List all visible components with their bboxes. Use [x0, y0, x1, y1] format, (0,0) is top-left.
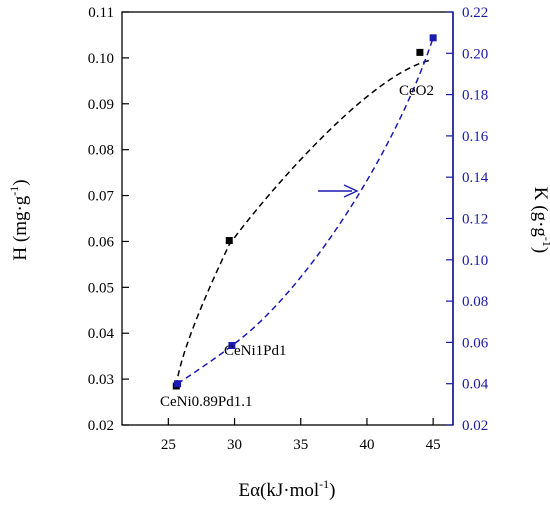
x-tick-label-2: 35 [293, 437, 308, 453]
right-tick-label-5: 0.12 [462, 212, 488, 228]
k-series-dashed-curve [177, 37, 434, 385]
x-tick-label-1: 30 [227, 437, 242, 453]
annotation-ceni089pd11: CeNi0.89Pd1.1 [160, 394, 253, 410]
right-tick-label-3: 0.08 [462, 294, 488, 310]
x-tick-label-3: 40 [359, 437, 374, 453]
x-axis-title-sup: -1 [319, 477, 329, 491]
right-axis-ticks: 0.02 0.04 0.06 0.08 0.10 0.12 0.14 0.16 0.18 0.20… [446, 5, 489, 434]
right-axis-title-sup: -1 [540, 237, 550, 247]
h-point-1 [225, 237, 233, 245]
left-tick-label-3: 0.05 [88, 280, 114, 296]
left-tick-label-8: 0.10 [88, 51, 114, 67]
h-series-dashed-curve [175, 59, 431, 387]
x-axis-title-main: Eα(kJ·mol [239, 480, 320, 501]
right-tick-label-0: 0.02 [462, 418, 488, 434]
left-tick-label-7: 0.09 [88, 97, 114, 113]
right-tick-label-10: 0.22 [462, 5, 488, 21]
x-tick-label-4: 45 [426, 437, 441, 453]
left-tick-label-9: 0.11 [88, 5, 114, 21]
plot-frame [121, 11, 454, 426]
annotation-ceni1pd1: CeNi1Pd1 [224, 343, 287, 359]
x-axis-title-end: ) [329, 480, 335, 501]
left-axis-title: H (mg·g-1) [7, 179, 31, 260]
left-tick-label-4: 0.06 [88, 234, 115, 250]
left-axis-ticks: 0.02 0.03 0.04 0.05 0.06 0.07 0.08 0.09 0.10 0.11 [88, 5, 129, 434]
right-tick-label-8: 0.18 [462, 88, 488, 104]
right-axis-title-end: ) [530, 247, 550, 253]
k-point-1 [228, 341, 236, 349]
right-tick-label-6: 0.14 [462, 170, 489, 186]
left-tick-label-0: 0.02 [88, 418, 114, 434]
h-point-2 [416, 48, 424, 56]
right-axis-title: K (g·g-1) [530, 187, 550, 253]
x-axis-title: Eα(kJ·mol-1) [239, 477, 336, 501]
left-tick-label-6: 0.08 [88, 143, 114, 159]
x-tick-label-0: 25 [161, 437, 176, 453]
k-point-0 [174, 380, 182, 388]
right-tick-label-2: 0.06 [462, 335, 489, 351]
data-markers [172, 34, 437, 390]
right-axis-arrow [318, 184, 359, 198]
fit-curves [175, 37, 434, 387]
k-point-2 [429, 34, 437, 42]
left-axis-title-main: H (mg·g [10, 195, 31, 260]
left-tick-label-2: 0.04 [88, 326, 115, 342]
x-axis-ticks: 25 30 35 40 45 [161, 418, 441, 453]
annotation-ceo2: CeO2 [399, 83, 434, 99]
left-tick-label-1: 0.03 [88, 372, 114, 388]
left-axis-title-sup: -1 [7, 186, 21, 196]
left-axis-title-end: ) [10, 179, 31, 185]
right-tick-label-1: 0.04 [462, 377, 489, 393]
arrow-head-icon [343, 184, 359, 198]
right-tick-label-7: 0.16 [462, 129, 489, 145]
left-tick-label-5: 0.07 [88, 189, 115, 205]
right-tick-label-4: 0.10 [462, 253, 488, 269]
right-tick-label-9: 0.20 [462, 46, 488, 62]
right-axis-title-main: K (g·g [530, 187, 550, 238]
